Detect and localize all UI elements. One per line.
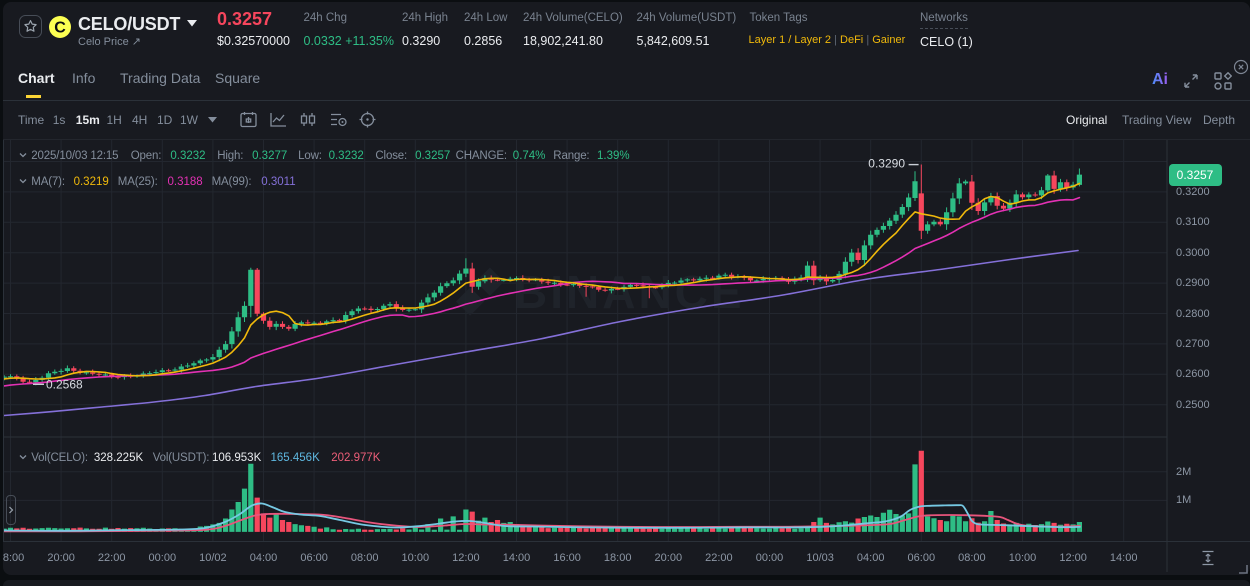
svg-text:BINANCE: BINANCE bbox=[514, 266, 745, 318]
svg-text:C: C bbox=[54, 20, 66, 37]
svg-text:0.3290: 0.3290 bbox=[868, 157, 905, 171]
svg-text:0.2568: 0.2568 bbox=[46, 377, 83, 391]
